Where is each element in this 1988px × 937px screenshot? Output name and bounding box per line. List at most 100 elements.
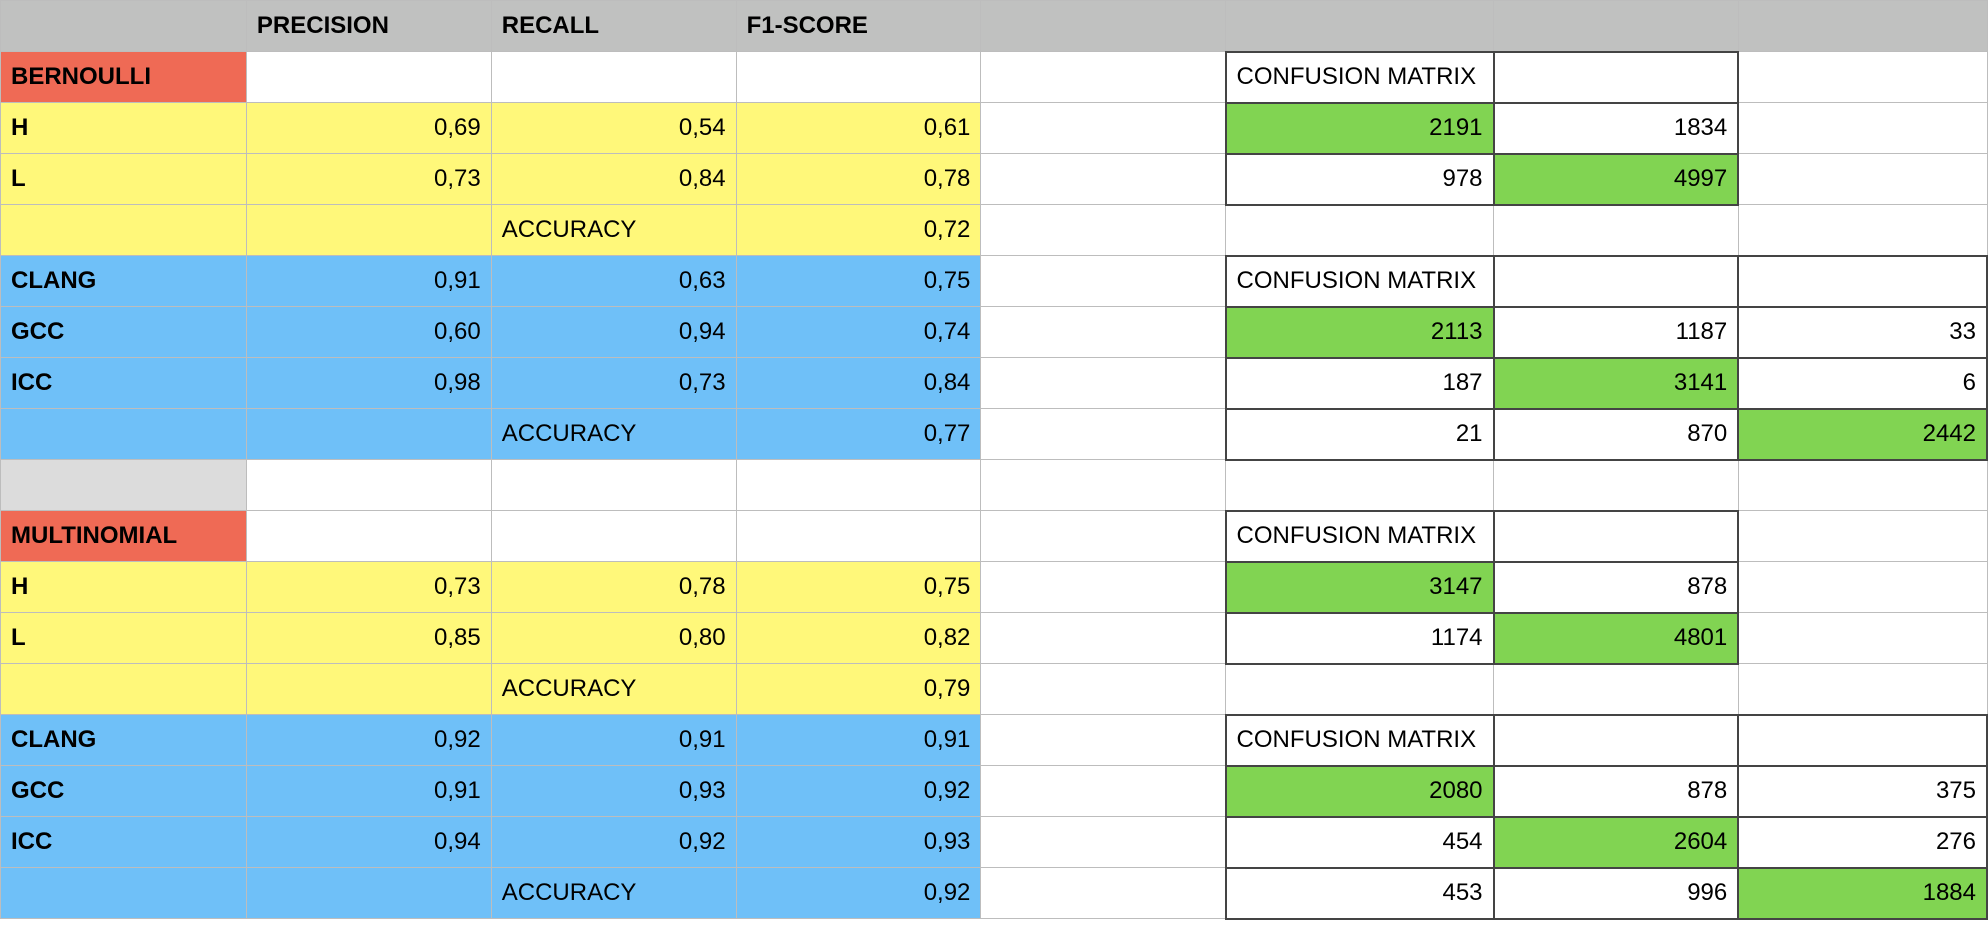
row-label-l[interactable]: L xyxy=(0,612,247,664)
cell[interactable] xyxy=(1737,510,1988,562)
confusion-cell[interactable]: 870 xyxy=(1492,407,1740,461)
cell[interactable] xyxy=(1737,459,1988,511)
header-cell[interactable] xyxy=(0,0,247,52)
accuracy-value[interactable]: 0,72 xyxy=(735,204,982,256)
cell[interactable] xyxy=(0,408,247,460)
cell[interactable] xyxy=(980,204,1227,256)
recall-cell[interactable]: 0,63 xyxy=(490,255,737,307)
f1-cell[interactable]: 0,91 xyxy=(735,714,982,766)
confusion-cell[interactable]: 2191 xyxy=(1224,101,1495,155)
cell[interactable] xyxy=(245,408,492,460)
cell[interactable] xyxy=(1493,204,1739,256)
model-label-multinomial[interactable]: MULTINOMIAL xyxy=(0,510,247,562)
precision-cell[interactable]: 0,85 xyxy=(245,612,492,664)
cell[interactable] xyxy=(245,663,492,715)
confusion-cell[interactable]: 1174 xyxy=(1224,611,1495,665)
confusion-cell[interactable]: 3141 xyxy=(1492,356,1740,410)
accuracy-label[interactable]: ACCURACY xyxy=(490,204,737,256)
cell[interactable] xyxy=(1493,663,1739,715)
precision-cell[interactable]: 0,94 xyxy=(245,816,492,868)
header-f1-score[interactable]: F1-SCORE xyxy=(735,0,982,52)
confusion-cell[interactable]: 187 xyxy=(1224,356,1495,410)
header-precision[interactable]: PRECISION xyxy=(245,0,492,52)
confusion-cell[interactable]: 4997 xyxy=(1492,152,1740,206)
row-label-gcc[interactable]: GCC xyxy=(0,306,247,358)
confusion-cell[interactable]: 2604 xyxy=(1492,815,1740,869)
row-label-icc[interactable]: ICC xyxy=(0,816,247,868)
cell[interactable] xyxy=(980,816,1227,868)
recall-cell[interactable]: 0,78 xyxy=(490,561,737,613)
cell[interactable] xyxy=(1737,561,1988,613)
accuracy-value[interactable]: 0,79 xyxy=(735,663,982,715)
row-label-l[interactable]: L xyxy=(0,153,247,205)
f1-cell[interactable]: 0,75 xyxy=(735,255,982,307)
header-cell[interactable] xyxy=(980,0,1227,52)
cell[interactable] xyxy=(980,663,1227,715)
confusion-cell[interactable]: 454 xyxy=(1224,815,1495,869)
cell[interactable] xyxy=(1737,204,1988,256)
accuracy-label[interactable]: ACCURACY xyxy=(490,663,737,715)
cell[interactable] xyxy=(1737,254,1988,308)
recall-cell[interactable]: 0,94 xyxy=(490,306,737,358)
confusion-cell[interactable]: 3147 xyxy=(1224,560,1495,614)
cell[interactable] xyxy=(0,459,247,511)
recall-cell[interactable]: 0,80 xyxy=(490,612,737,664)
precision-cell[interactable]: 0,73 xyxy=(245,153,492,205)
cell[interactable] xyxy=(245,459,492,511)
cell[interactable] xyxy=(1737,663,1988,715)
f1-cell[interactable]: 0,82 xyxy=(735,612,982,664)
confusion-cell[interactable]: 996 xyxy=(1492,866,1740,920)
accuracy-label[interactable]: ACCURACY xyxy=(490,408,737,460)
confusion-matrix-title[interactable]: CONFUSION MATRIX xyxy=(1224,509,1495,563)
accuracy-value[interactable]: 0,92 xyxy=(735,867,982,919)
confusion-cell[interactable]: 1834 xyxy=(1492,101,1740,155)
cell[interactable] xyxy=(490,459,737,511)
f1-cell[interactable]: 0,93 xyxy=(735,816,982,868)
cell[interactable] xyxy=(980,714,1227,766)
model-label-bernoulli[interactable]: BERNOULLI xyxy=(0,51,247,103)
cell[interactable] xyxy=(245,51,492,103)
cell[interactable] xyxy=(980,867,1227,919)
confusion-cell[interactable]: 1884 xyxy=(1737,866,1988,920)
precision-cell[interactable]: 0,98 xyxy=(245,357,492,409)
cell[interactable] xyxy=(980,612,1227,664)
confusion-cell[interactable]: 2442 xyxy=(1737,407,1988,461)
confusion-cell[interactable]: 878 xyxy=(1492,764,1740,818)
precision-cell[interactable]: 0,91 xyxy=(245,255,492,307)
f1-cell[interactable]: 0,78 xyxy=(735,153,982,205)
confusion-matrix-title[interactable]: CONFUSION MATRIX xyxy=(1224,254,1495,308)
cell[interactable] xyxy=(980,561,1227,613)
recall-cell[interactable]: 0,91 xyxy=(490,714,737,766)
cell[interactable] xyxy=(980,102,1227,154)
cell[interactable] xyxy=(980,459,1227,511)
header-recall[interactable]: RECALL xyxy=(490,0,737,52)
confusion-matrix-title[interactable]: CONFUSION MATRIX xyxy=(1224,713,1495,767)
confusion-cell[interactable]: 375 xyxy=(1737,764,1988,818)
precision-cell[interactable]: 0,60 xyxy=(245,306,492,358)
cell[interactable] xyxy=(1737,153,1988,205)
header-cell[interactable] xyxy=(1225,0,1495,52)
cell[interactable] xyxy=(735,459,982,511)
cell[interactable] xyxy=(1492,713,1740,767)
cell[interactable] xyxy=(1225,663,1495,715)
confusion-cell[interactable]: 6 xyxy=(1737,356,1988,410)
accuracy-value[interactable]: 0,77 xyxy=(735,408,982,460)
f1-cell[interactable]: 0,61 xyxy=(735,102,982,154)
cell[interactable] xyxy=(1493,459,1739,511)
cell[interactable] xyxy=(490,51,737,103)
recall-cell[interactable]: 0,84 xyxy=(490,153,737,205)
header-cell[interactable] xyxy=(1493,0,1739,52)
confusion-cell[interactable]: 978 xyxy=(1224,152,1495,206)
cell[interactable] xyxy=(980,408,1227,460)
cell[interactable] xyxy=(980,765,1227,817)
recall-cell[interactable]: 0,92 xyxy=(490,816,737,868)
cell[interactable] xyxy=(1492,509,1740,563)
row-label-h[interactable]: H xyxy=(0,102,247,154)
cell[interactable] xyxy=(490,510,737,562)
recall-cell[interactable]: 0,93 xyxy=(490,765,737,817)
recall-cell[interactable]: 0,54 xyxy=(490,102,737,154)
row-label-clang[interactable]: CLANG xyxy=(0,255,247,307)
cell[interactable] xyxy=(980,357,1227,409)
cell[interactable] xyxy=(735,510,982,562)
cell[interactable] xyxy=(1225,459,1495,511)
